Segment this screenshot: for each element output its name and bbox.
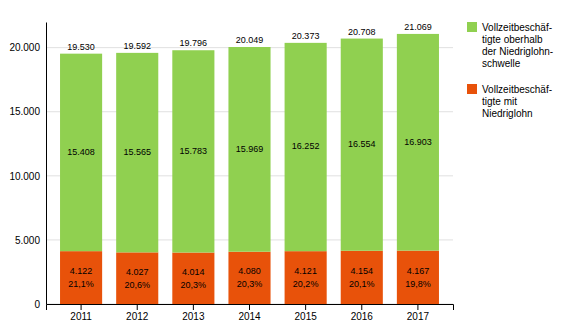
share-label: 20,3% bbox=[181, 280, 207, 290]
bar bbox=[60, 251, 102, 304]
x-tick-label: 2017 bbox=[407, 311, 430, 322]
bar bbox=[397, 34, 439, 251]
legend-item: Vollzeitbeschäf-tigte oberhalbder Niedri… bbox=[467, 22, 553, 69]
share-label: 20,6% bbox=[124, 280, 150, 290]
total-label: 19.796 bbox=[180, 38, 208, 48]
x-tick: 2011 bbox=[70, 304, 92, 322]
x-axis-line bbox=[47, 305, 454, 311]
bar bbox=[285, 251, 327, 304]
data-label: 4.167 bbox=[407, 266, 430, 276]
bar bbox=[172, 50, 214, 252]
data-label: 4.122 bbox=[70, 266, 93, 276]
x-tick-label: 2015 bbox=[295, 311, 318, 322]
y-axis: 0 5.000 10.000 15.000 20.000 bbox=[9, 23, 46, 310]
data-label: 4.154 bbox=[351, 266, 374, 276]
bar bbox=[285, 43, 327, 251]
x-tick: 2017 bbox=[407, 304, 430, 322]
y-tick: 0 bbox=[34, 299, 46, 310]
x-tick-mark bbox=[81, 304, 82, 310]
x-tick-mark bbox=[137, 304, 138, 310]
legend-label: Vollzeitbeschäf-tigte oberhalbder Niedri… bbox=[482, 22, 553, 69]
data-label: 16.554 bbox=[348, 139, 376, 149]
x-tick-mark bbox=[193, 304, 194, 310]
y-tick-label: 15.000 bbox=[9, 106, 40, 117]
share-label: 20,1% bbox=[349, 279, 375, 289]
total-label: 20.373 bbox=[292, 31, 320, 41]
y-tick-label: 10.000 bbox=[9, 171, 40, 182]
bar bbox=[228, 252, 270, 304]
x-tick-label: 2014 bbox=[238, 311, 261, 322]
share-label: 20,3% bbox=[237, 279, 263, 289]
total-label: 19.530 bbox=[67, 42, 95, 52]
data-labels: 4.122 21,1% 4.027 20,6% 4.014 20,3% 4.080 20,3%… bbox=[67, 22, 431, 290]
share-label: 20,2% bbox=[293, 279, 319, 289]
legend-item: Vollzeitbeschäf-tigte mitNiedriglohn bbox=[467, 84, 552, 119]
data-label: 16.252 bbox=[292, 141, 320, 151]
x-axis: 2011 2012 2013 2014 2015 2016 2017 bbox=[47, 304, 454, 322]
y-tick: 15.000 bbox=[9, 106, 46, 117]
legend-swatch bbox=[467, 22, 477, 32]
bar bbox=[116, 53, 158, 253]
bars bbox=[60, 34, 439, 304]
x-tick-mark bbox=[305, 304, 306, 310]
x-tick-label: 2011 bbox=[70, 311, 92, 322]
share-label: 19,8% bbox=[405, 279, 431, 289]
total-label: 20.708 bbox=[348, 27, 376, 37]
bar bbox=[116, 252, 158, 304]
y-tick: 5.000 bbox=[15, 235, 46, 246]
y-tick: 20.000 bbox=[9, 42, 46, 53]
x-tick: 2014 bbox=[238, 304, 261, 322]
data-label: 15.408 bbox=[67, 147, 95, 157]
total-label: 20.049 bbox=[236, 35, 264, 45]
data-label: 4.121 bbox=[294, 266, 317, 276]
y-axis-line bbox=[46, 23, 47, 305]
x-tick-mark bbox=[361, 304, 362, 310]
bar bbox=[341, 39, 383, 251]
series bbox=[60, 34, 439, 253]
total-label: 19.592 bbox=[123, 41, 151, 51]
y-tick-label: 0 bbox=[34, 299, 40, 310]
x-tick-mark bbox=[249, 304, 250, 310]
data-label: 4.027 bbox=[126, 267, 149, 277]
data-label: 4.080 bbox=[238, 266, 261, 276]
total-label: 21.069 bbox=[404, 22, 432, 32]
chart: 0 5.000 10.000 15.000 20.000 2011 2012 2013 2014… bbox=[0, 0, 571, 330]
series bbox=[60, 251, 439, 304]
legend-swatch bbox=[467, 84, 477, 94]
data-label: 15.969 bbox=[236, 144, 264, 154]
data-label: 15.783 bbox=[180, 146, 208, 156]
bar bbox=[172, 253, 214, 304]
legend-label: Vollzeitbeschäf-tigte mitNiedriglohn bbox=[482, 84, 552, 119]
x-tick-label: 2012 bbox=[126, 311, 149, 322]
share-label: 21,1% bbox=[68, 279, 94, 289]
bar bbox=[341, 251, 383, 304]
legend: Vollzeitbeschäf-tigte oberhalbder Niedri… bbox=[467, 22, 553, 119]
x-tick-label: 2016 bbox=[351, 311, 374, 322]
y-tick-label: 20.000 bbox=[9, 42, 40, 53]
bar bbox=[228, 47, 270, 252]
x-tick: 2015 bbox=[295, 304, 318, 322]
plot-area: 0 5.000 10.000 15.000 20.000 2011 2012 2013 2014… bbox=[9, 22, 453, 322]
data-label: 16.903 bbox=[404, 137, 432, 147]
grid bbox=[46, 48, 453, 304]
data-label: 15.565 bbox=[123, 147, 151, 157]
y-tick-label: 5.000 bbox=[15, 235, 40, 246]
x-tick: 2016 bbox=[351, 304, 374, 322]
y-tick: 10.000 bbox=[9, 171, 46, 182]
x-tick-label: 2013 bbox=[182, 311, 205, 322]
data-label: 4.014 bbox=[182, 267, 205, 277]
x-tick: 2013 bbox=[182, 304, 205, 322]
x-tick: 2012 bbox=[126, 304, 149, 322]
bar bbox=[60, 54, 102, 252]
x-tick-mark bbox=[417, 304, 418, 310]
bar bbox=[397, 251, 439, 304]
